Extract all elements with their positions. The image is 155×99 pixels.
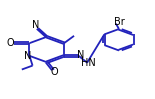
- Text: HN: HN: [81, 58, 96, 68]
- Text: N: N: [77, 50, 84, 60]
- Text: O: O: [7, 38, 15, 48]
- Text: N: N: [32, 20, 39, 30]
- Text: N: N: [24, 51, 31, 61]
- Text: Br: Br: [114, 17, 124, 27]
- Text: O: O: [51, 67, 58, 77]
